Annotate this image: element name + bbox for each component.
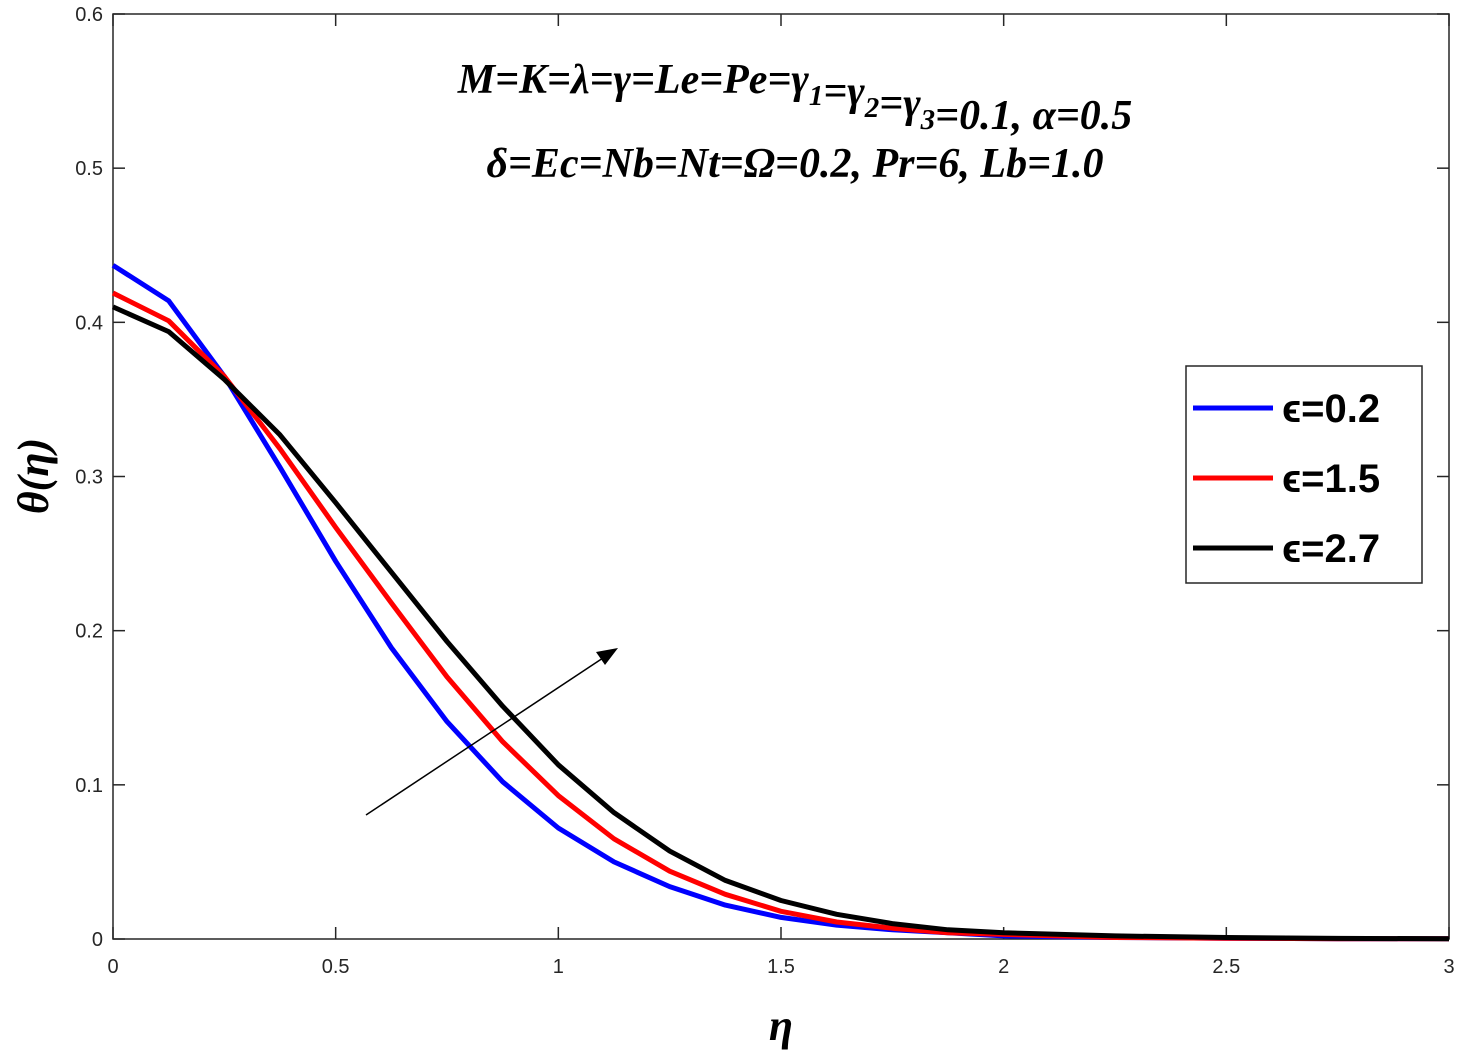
- y-tick-label: 0.6: [75, 4, 103, 26]
- y-tick-label: 0.2: [75, 621, 103, 643]
- legend-label-1: ϵ=0.2: [1282, 387, 1380, 431]
- x-axis-label: η: [769, 1001, 793, 1050]
- y-tick-label: 0.5: [75, 158, 103, 180]
- trend-arrow: [365, 648, 618, 816]
- y-tick-label: 0.1: [75, 775, 103, 797]
- x-tick-label: 2: [998, 956, 1009, 978]
- legend-label-2: ϵ=1.5: [1282, 457, 1380, 501]
- y-axis-label: θ(η): [9, 438, 58, 514]
- series-line-3: [111, 304, 1450, 942]
- annotation-line-2: δ=Ec=Nb=Nt=Ω=0.2, Pr=6, Lb=1.0: [486, 141, 1103, 187]
- y-tick-label: 0: [92, 929, 103, 951]
- x-tick-label: 1.5: [767, 956, 795, 978]
- y-tick-label: 0.4: [75, 312, 103, 334]
- annotation-line-1: M=K=λ=γ=Le=Pe=γ1=γ2=γ3=0.1, α=0.5: [457, 57, 1133, 139]
- x-tick-label: 3: [1443, 956, 1454, 978]
- x-tick-label: 1: [553, 956, 564, 978]
- series-layer: [111, 263, 1450, 942]
- x-tick-label: 2.5: [1212, 956, 1240, 978]
- x-tick-label: 0.5: [322, 956, 350, 978]
- axis-ticks: 0 0.5 1 1.5 2 2.5 3 0 0.1 0.2 0.3 0.4 0.5 0.6: [75, 4, 1454, 978]
- y-tick-label: 0.3: [75, 467, 103, 489]
- legend-label-3: ϵ=2.7: [1282, 527, 1380, 571]
- legend: ϵ=0.2 ϵ=1.5 ϵ=2.7: [1185, 365, 1423, 584]
- x-tick-label: 0: [107, 956, 118, 978]
